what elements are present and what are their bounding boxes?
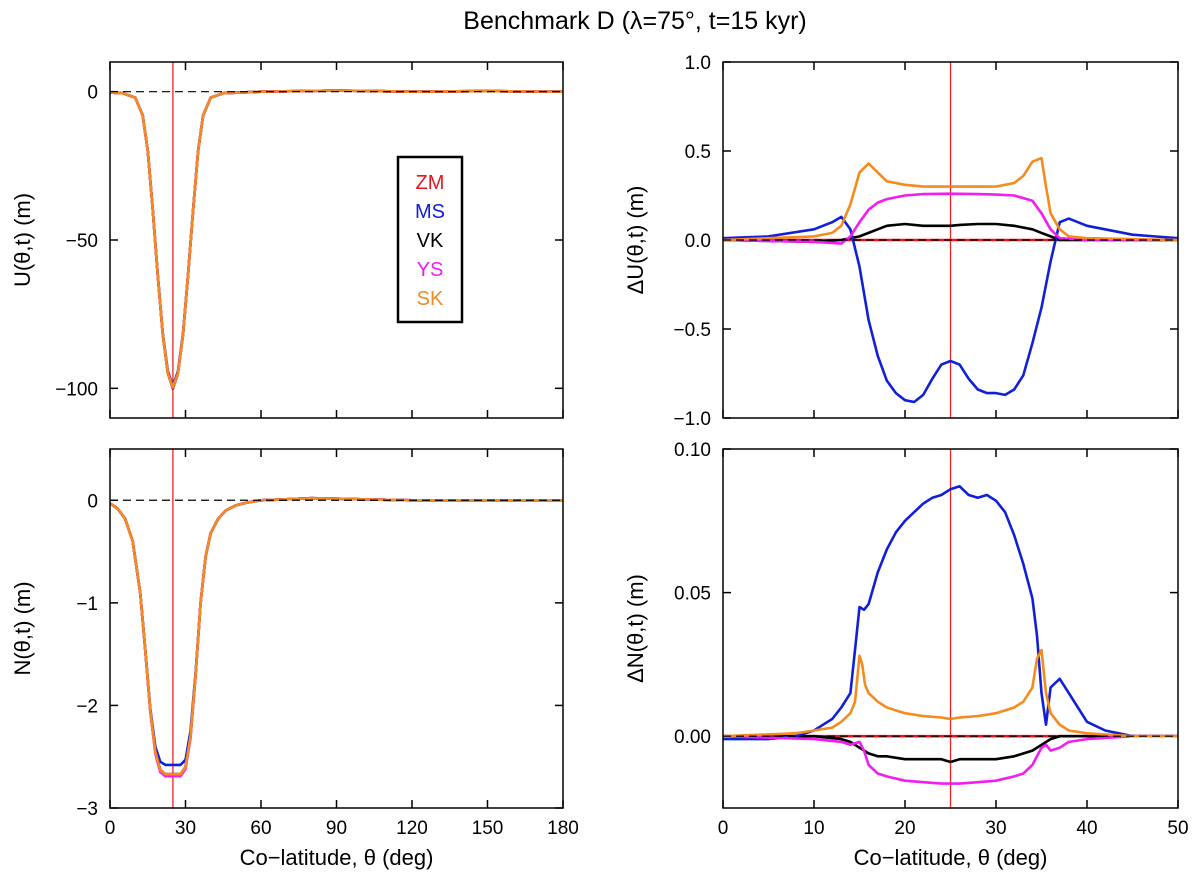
y-axis-label: ΔU(θ,t) (m) (623, 186, 648, 295)
panel-dU: 1.0 0.5 0.0 −0.5 −1.0 ΔU(θ,t) (m) (623, 53, 1179, 430)
y-tick-label: 0.05 (674, 584, 711, 605)
series-line-ms (723, 485, 1178, 741)
series-line-ms (110, 89, 563, 388)
series-line-sk (723, 156, 1178, 242)
series-line-ms (110, 496, 563, 767)
y-tick-label: 0 (87, 83, 98, 104)
y-tick-label: −1.0 (673, 409, 711, 430)
y-tick-label: 0.10 (674, 440, 711, 461)
panel-U: 0 −50 −100 U(θ,t) (m) ZM MS VK YS SK (10, 61, 564, 419)
legend-entry-ys: YS (417, 259, 444, 281)
legend: ZM MS VK YS SK (396, 155, 464, 324)
series-group (723, 156, 1178, 404)
series-line-zm (110, 496, 563, 776)
series-line-ms (723, 215, 1178, 404)
y-tick-label: 0 (87, 491, 98, 512)
panel-N: 0 30 60 90 120 150 180 0 −1 −2 −3 N(θ,t) (m) Co−lati… (10, 448, 579, 870)
plot-frame (722, 61, 1179, 419)
plot-frame (109, 61, 564, 419)
x-tick-label: 10 (803, 818, 824, 839)
series-line-ys (723, 192, 1178, 245)
x-tick-label: 120 (396, 818, 428, 839)
legend-entry-ms: MS (415, 201, 445, 223)
figure-title: Benchmark D (λ=75°, t=15 kyr) (463, 7, 806, 35)
series-line-vk (110, 496, 563, 776)
legend-entry-zm: ZM (416, 172, 445, 194)
x-tick-label: 90 (326, 818, 347, 839)
series-line-vk (723, 734, 1178, 764)
y-tick-label: 0.0 (685, 231, 711, 252)
series-group (110, 89, 563, 390)
series-line-vk (723, 222, 1178, 244)
x-tick-label: 40 (1076, 818, 1097, 839)
y-tick-label: −3 (76, 799, 98, 820)
legend-entry-vk: VK (417, 230, 444, 252)
plot-frame (722, 448, 1179, 809)
y-axis-label: U(θ,t) (m) (10, 193, 35, 287)
y-tick-label: −1 (76, 594, 98, 615)
x-axis-label: Co−latitude, θ (deg) (240, 845, 434, 870)
series-line-vk (110, 89, 563, 390)
x-tick-label: 60 (250, 818, 271, 839)
series-line-ys (110, 496, 563, 778)
y-tick-label: −50 (66, 231, 98, 252)
panel-dN: 0 10 20 30 40 50 0.10 0.05 0.00 ΔN(θ,t) (m) Co−lat… (623, 440, 1189, 870)
x-tick-label: 20 (894, 818, 915, 839)
y-tick-label: −0.5 (673, 320, 711, 341)
series-group (110, 496, 563, 778)
series-line-ys (723, 734, 1178, 785)
legend-box (396, 155, 464, 324)
x-tick-label: 0 (105, 818, 116, 839)
y-tick-label: −2 (76, 696, 98, 717)
series-line-sk (110, 496, 563, 776)
series-line-zm (110, 89, 563, 390)
y-tick-label: 0.5 (685, 142, 711, 163)
x-tick-label: 30 (985, 818, 1006, 839)
x-tick-label: 180 (547, 818, 579, 839)
plot-frame (109, 448, 564, 809)
y-axis-label: ΔN(θ,t) (m) (623, 574, 648, 683)
series-line-ys (110, 89, 563, 389)
series-line-sk (723, 648, 1178, 738)
series-line-sk (110, 89, 563, 389)
y-tick-label: 1.0 (685, 53, 711, 74)
y-tick-label: 0.00 (674, 727, 711, 748)
x-tick-label: 30 (175, 818, 196, 839)
x-tick-label: 0 (718, 818, 729, 839)
x-axis-label: Co−latitude, θ (deg) (854, 845, 1048, 870)
y-axis-label: N(θ,t) (m) (10, 581, 35, 675)
y-tick-label: −100 (55, 379, 98, 400)
x-tick-label: 150 (472, 818, 504, 839)
x-tick-label: 50 (1167, 818, 1188, 839)
legend-entry-sk: SK (417, 288, 444, 310)
